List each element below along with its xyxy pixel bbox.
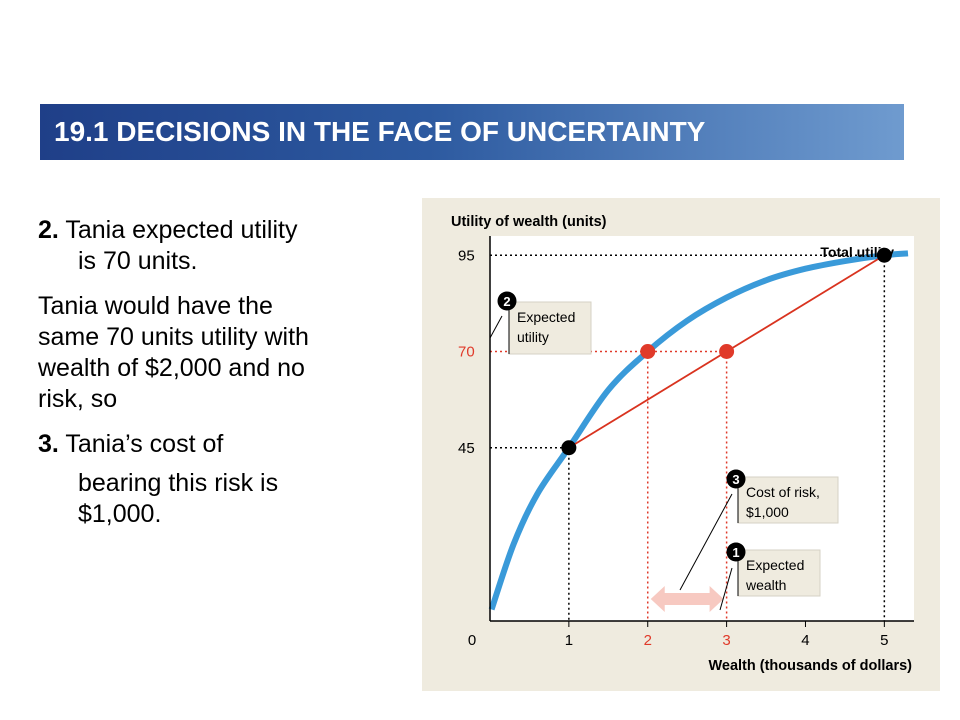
paragraph-same-utility: Tania would have the same 70 units utili… [38, 291, 398, 415]
guide-lines [490, 254, 886, 621]
text-line: Tania would have the [38, 292, 273, 320]
text-line: Tania’s cost of [65, 430, 224, 458]
text-line: same 70 units utility with [38, 323, 309, 351]
marker-layer [561, 247, 892, 456]
y-tick-label: 70 [458, 344, 475, 361]
callout-leader [489, 315, 503, 339]
callout-text: Cost of risk, [746, 484, 820, 500]
text-line: Tania expected utility [65, 216, 298, 244]
callout-text: $1,000 [746, 504, 789, 520]
y-tick-label: 95 [458, 247, 475, 264]
cost-of-risk-arrow [650, 586, 724, 612]
callout-number: 1 [732, 545, 739, 560]
annotation-layer: 2 Expected utility 3 Cost of risk, $1,000 1 Exp… [489, 291, 839, 611]
text-line: bearing this risk is [78, 469, 279, 497]
step-number-2: 2. [38, 216, 59, 244]
data-point [561, 440, 577, 456]
callout-text: utility [517, 329, 549, 345]
x-tick-label: 5 [880, 632, 888, 649]
callout-box [737, 476, 839, 524]
slide-title: 19.1 DECISIONS IN THE FACE OF UNCERTAINT… [54, 116, 706, 147]
data-point [640, 344, 656, 359]
x-axis-label: Wealth (thousands of dollars) [708, 658, 912, 674]
callout-number-badge [497, 291, 517, 311]
x-tick-label: 1 [565, 632, 573, 649]
total-utility-curve [488, 250, 909, 611]
x-tick-label: 0 [468, 632, 476, 649]
paragraph-cost-of-risk: 3. Tania’s cost of bearing this risk is … [38, 429, 398, 530]
plot-area [490, 236, 914, 621]
total-utility-label: Total utility [820, 244, 894, 260]
paragraph-expected-utility: 2. Tania expected utility is 70 units. [38, 215, 398, 277]
step-number-3: 3. [38, 430, 59, 458]
y-tick-label: 45 [458, 440, 475, 457]
callout-number: 2 [503, 294, 510, 309]
callout-number: 3 [732, 472, 739, 487]
callout-leader [679, 493, 733, 591]
x-tick-label: 2 [644, 632, 652, 649]
text-line: wealth of $2,000 and no [38, 354, 305, 382]
x-tick-label: 4 [801, 632, 809, 649]
data-point [719, 344, 735, 359]
arrow-layer [650, 586, 724, 612]
callout-text: Expected [517, 309, 575, 325]
body-text: 2. Tania expected utility is 70 units. T… [38, 215, 398, 544]
utility-chart: 0 1 2 3 4 5 45 70 95 Utility of wealth (units) W… [422, 198, 940, 691]
callout-number-badge [726, 469, 746, 489]
callout-box [737, 549, 821, 597]
callout-number-badge [726, 542, 746, 562]
text-line: $1,000. [78, 500, 162, 528]
callout-text: Expected [746, 557, 804, 573]
callout-leader [719, 567, 733, 611]
callout-text: wealth [745, 577, 786, 593]
x-tick-label: 3 [722, 632, 730, 649]
data-point [876, 247, 892, 263]
slide-title-banner: 19.1 DECISIONS IN THE FACE OF UNCERTAINT… [40, 104, 904, 160]
text-line: risk, so [38, 385, 118, 413]
callout-box [508, 301, 592, 355]
text-line: is 70 units. [78, 247, 198, 275]
y-axis-label: Utility of wealth (units) [451, 214, 607, 230]
